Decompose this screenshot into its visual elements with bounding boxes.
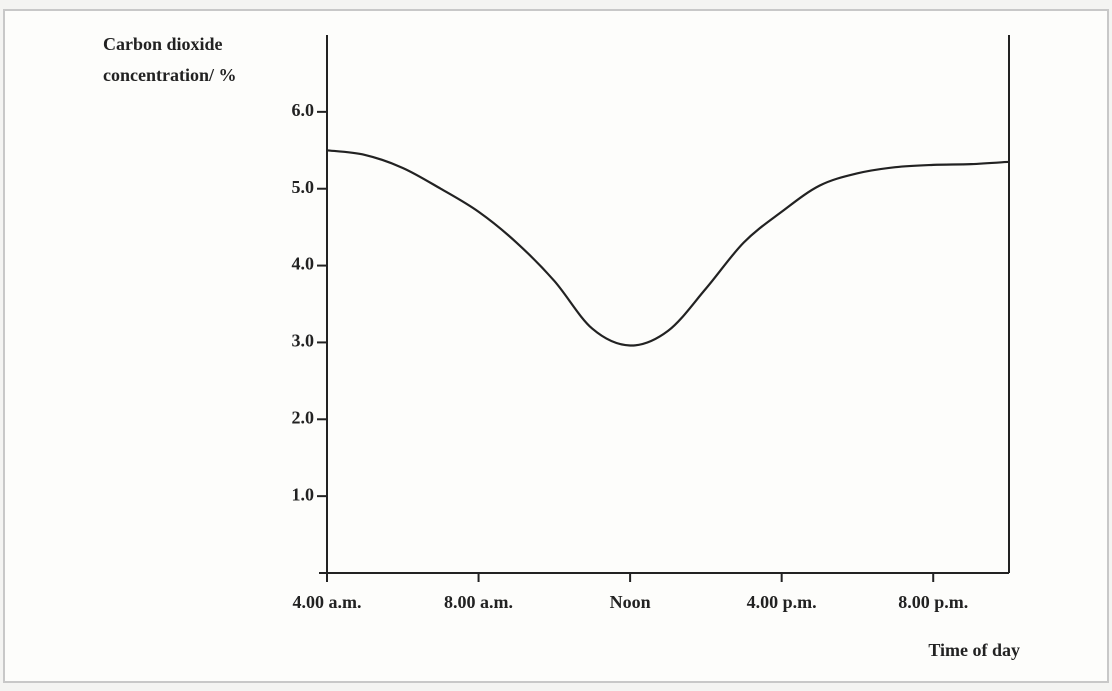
y-tick-label: 1.0 [292,484,315,504]
y-tick-label: 2.0 [292,407,315,427]
x-axis-label: Time of day [928,640,1020,660]
y-tick-label: 4.0 [292,254,315,274]
y-tick-label: 6.0 [292,100,315,120]
y-tick-label: 5.0 [292,177,315,197]
y-axis-label: concentration/ % [103,65,236,85]
data-line [326,149,1010,347]
x-tick-label: 4.00 a.m. [293,592,362,612]
x-tick-label: Noon [610,592,651,612]
x-tick-label: 8.00 p.m. [898,592,968,612]
y-axis-label: Carbon dioxide [103,34,223,54]
x-tick-label: 4.00 p.m. [747,592,817,612]
y-tick-label: 3.0 [292,331,315,351]
x-tick-label: 8.00 a.m. [444,592,513,612]
frame [3,9,1109,683]
